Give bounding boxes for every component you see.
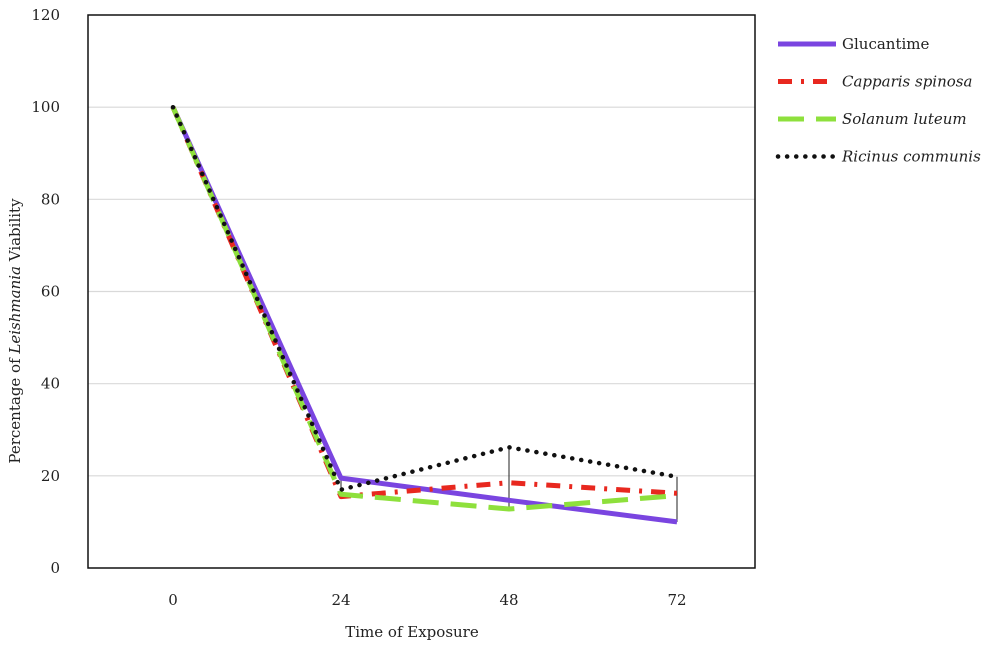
- x-tick-label-48: 48: [499, 591, 518, 609]
- series-line-capparis-spinosa: [170, 106, 678, 500]
- x-tick-label-72: 72: [667, 591, 686, 609]
- plot-frame: [87, 14, 756, 569]
- y-axis-title-part-3: Viability: [6, 198, 24, 266]
- x-tick-label-24: 24: [331, 591, 350, 609]
- series-line-solanum-luteum: [170, 106, 678, 512]
- legend-label-glucantime: Glucantime: [842, 35, 929, 53]
- y-tick-label-60: 60: [41, 283, 60, 301]
- legend-label-ricinus-communis: Ricinus communis: [841, 148, 981, 166]
- x-axis-title: Time of Exposure: [345, 623, 479, 641]
- y-axis-title-part-2: Leishmania: [6, 266, 24, 355]
- y-axis-title-part-1: Percentage of: [6, 354, 24, 464]
- series-line-ricinus-communis: [170, 104, 680, 492]
- series-line-glucantime: [170, 106, 678, 525]
- y-axis-title: Percentage of Leishmania Viability: [6, 198, 24, 464]
- y-tick-label-0: 0: [50, 559, 60, 577]
- series-lines: [170, 104, 680, 525]
- y-tick-label-40: 40: [41, 375, 60, 393]
- legend-label-solanum-luteum: Solanum luteum: [842, 110, 967, 128]
- legend: Glucantime Capparis spinosa Solanum luteum…: [775, 35, 981, 166]
- x-tick-labels: 0 24 48 72: [168, 591, 686, 609]
- legend-label-capparis-spinosa: Capparis spinosa: [842, 73, 972, 91]
- x-tick-label-0: 0: [168, 591, 178, 609]
- y-tick-label-120: 120: [31, 6, 60, 24]
- y-tick-labels: 0 20 40 60 80 100 120: [31, 6, 60, 577]
- y-tick-label-20: 20: [41, 467, 60, 485]
- gridlines: [88, 106, 755, 477]
- y-tick-label-100: 100: [31, 98, 60, 116]
- y-tick-label-80: 80: [41, 190, 60, 208]
